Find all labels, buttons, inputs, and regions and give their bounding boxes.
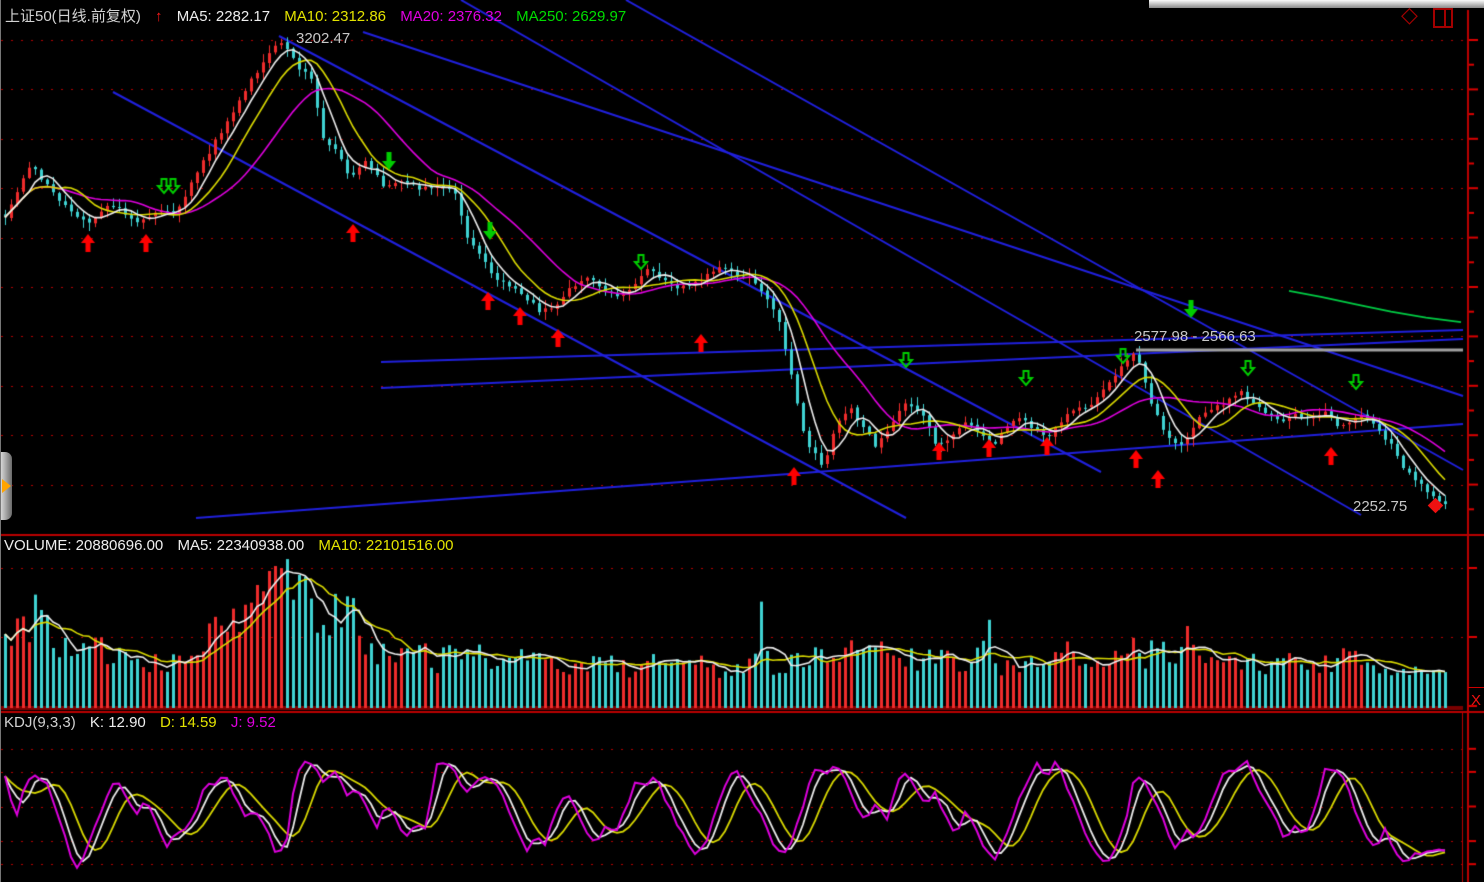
volume-ma5-value: MA5: 22340938.00 <box>177 537 305 554</box>
volume-ma10-value: MA10: 22101516.00 <box>318 537 454 554</box>
range-line-label: 2577.98 - 2566.63 <box>1134 328 1256 345</box>
peak-price-label: 3202.47 <box>296 30 351 47</box>
kdj-title: KDJ(9,3,3) <box>4 714 76 731</box>
kdj-k-value: K: 12.90 <box>89 714 146 731</box>
last-price-label: 2252.75 <box>1353 498 1408 515</box>
sidebar-expand-handle[interactable] <box>1 452 12 520</box>
expand-arrow-icon <box>2 479 11 493</box>
symbol-title: 上证50(日线.前复权) <box>5 8 141 25</box>
split-window-icon-divider <box>1444 10 1446 26</box>
up-arrow-icon: ↑ <box>155 8 163 25</box>
split-window-icon[interactable] <box>1433 8 1453 28</box>
ma250-value: MA250: 2629.97 <box>516 8 627 25</box>
kdj-d-value: D: 14.59 <box>159 714 217 731</box>
ma20-value: MA20: 2376.32 <box>400 8 502 25</box>
volume-value: VOLUME: 20880696.00 <box>4 537 164 554</box>
top-scrollbar-strip[interactable] <box>1149 0 1484 8</box>
volume-pane-header: VOLUME: 20880696.00 MA5: 22340938.00 MA1… <box>4 537 464 554</box>
ma5-value: MA5: 2282.17 <box>176 8 271 25</box>
kdj-pane-header: KDJ(9,3,3) K: 12.90 D: 14.59 J: 9.52 <box>4 714 286 731</box>
main-pane-header: 上证50(日线.前复权) ↑ MA5: 2282.17 MA10: 2312.8… <box>5 5 636 26</box>
kdj-j-value: J: 9.52 <box>230 714 276 731</box>
indicator-close-box[interactable]: X <box>1468 687 1484 712</box>
indicator-close-label: X <box>1470 691 1481 709</box>
diamond-icon[interactable]: ◇ <box>1401 2 1418 27</box>
ma10-value: MA10: 2312.86 <box>284 8 387 25</box>
